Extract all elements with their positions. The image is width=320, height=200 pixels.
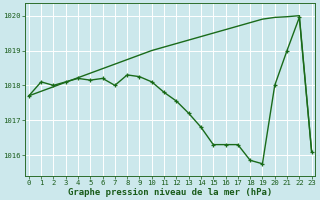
X-axis label: Graphe pression niveau de la mer (hPa): Graphe pression niveau de la mer (hPa) xyxy=(68,188,272,197)
